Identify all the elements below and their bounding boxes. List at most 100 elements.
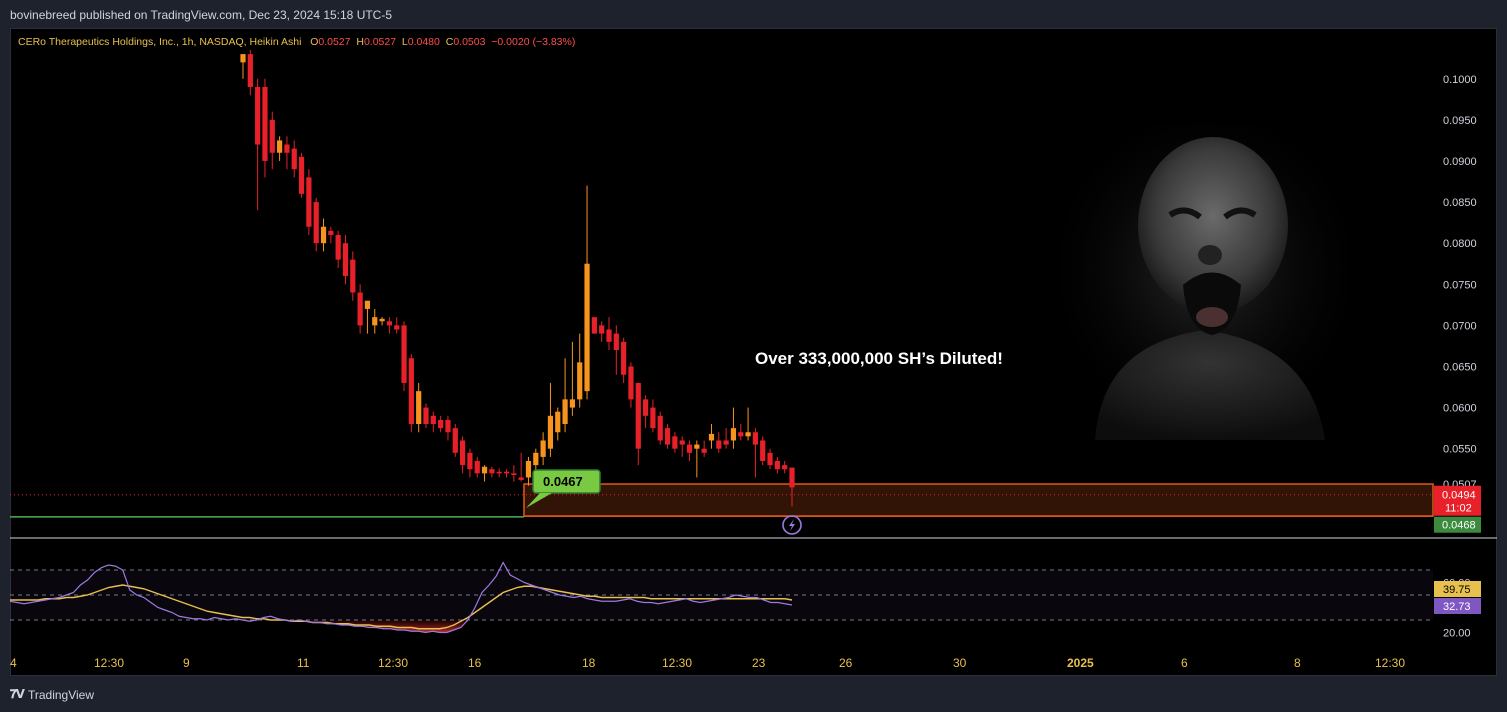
time-axis-tick: 8: [1294, 656, 1301, 670]
candle-body: [789, 467, 795, 488]
candle-body: [364, 300, 371, 309]
legend-low-value: 0.0480: [407, 36, 440, 48]
last-price-badge: [1434, 485, 1481, 516]
candle-body: [511, 473, 517, 475]
candle-body: [708, 433, 715, 441]
candle-body: [262, 86, 268, 161]
price-axis-tick: 0.0850: [1443, 197, 1477, 209]
candle-body: [562, 399, 568, 425]
candle-body: [481, 466, 488, 474]
candle-body: [298, 156, 305, 194]
candle-body: [313, 202, 319, 244]
candle-body: [730, 428, 737, 441]
rsi-axis-tick: 20.00: [1443, 628, 1471, 640]
rsi-ma-line: [10, 584, 793, 630]
candle-body: [342, 243, 349, 277]
time-axis-tick: 16: [468, 656, 482, 670]
legend-symbol: CERo Therapeutics Holdings, Inc., 1h, NA…: [18, 36, 302, 48]
crying-baby-image: [1055, 125, 1355, 445]
candle-body: [525, 461, 532, 478]
support-callout-pointer: [526, 493, 552, 508]
candle-body: [599, 325, 605, 334]
candle-body: [350, 259, 356, 293]
price-axis-tick: 0.0900: [1443, 156, 1477, 168]
candle-body: [664, 428, 671, 445]
candle-body: [547, 415, 554, 449]
candle-body: [240, 54, 246, 63]
candle-body: [423, 407, 429, 425]
candle-body: [686, 444, 693, 453]
candle-body: [445, 419, 451, 433]
candle-body: [496, 471, 502, 474]
rsi-value-badge: [1434, 598, 1481, 614]
candle-body: [716, 440, 722, 449]
price-axis-tick: 0.0750: [1443, 279, 1477, 291]
support-callout: [532, 469, 601, 494]
dilution-annotation: Over 333,000,000 SH’s Diluted!: [755, 349, 1003, 368]
time-axis-tick: 12:30: [94, 656, 124, 670]
candle-body: [540, 440, 546, 457]
publisher-text: bovinebreed published on TradingView.com…: [10, 8, 393, 22]
candle-body: [408, 358, 414, 425]
chart-legend: CERo Therapeutics Holdings, Inc., 1h, NA…: [18, 36, 575, 48]
candle-body: [577, 362, 583, 400]
lightning-icon: [782, 515, 802, 535]
time-axis-tick: 11: [297, 656, 310, 670]
price-axis-tick: 0.0950: [1443, 115, 1477, 127]
candle-body: [394, 325, 400, 330]
candle-body: [701, 448, 707, 453]
candle-body: [430, 415, 436, 425]
candle-body: [401, 325, 407, 383]
time-axis-tick: 12:30: [662, 656, 692, 670]
legend-high-label: H: [356, 36, 364, 48]
candle-body: [533, 452, 539, 466]
candle-body: [613, 333, 619, 351]
time-axis-tick: 12:30: [378, 656, 408, 670]
candle-body: [643, 399, 649, 416]
candle-body: [284, 144, 290, 153]
legend-close-value: 0.0503: [453, 36, 486, 48]
countdown-text: 11:02: [1445, 503, 1472, 515]
candle-body: [657, 415, 663, 441]
support-callout-text: 0.0467: [543, 474, 583, 489]
candle-body: [416, 391, 422, 425]
candle-body: [774, 461, 780, 470]
candle-body: [767, 452, 773, 466]
candle-body: [694, 444, 700, 449]
price-axis-tick: 0.0700: [1443, 320, 1477, 332]
candle-body: [452, 428, 458, 453]
rsi-ma-value: 39.75: [1443, 584, 1471, 596]
time-axis-tick: 12:30: [1375, 656, 1405, 670]
legend-open-value: 0.0527: [318, 36, 351, 48]
support-zone: [523, 483, 1434, 517]
candle-body: [474, 461, 480, 474]
candle-body: [782, 465, 788, 470]
candle-body: [672, 436, 678, 449]
candle-body: [291, 148, 297, 170]
candle-body: [460, 440, 466, 466]
time-axis-tick: 2025: [1067, 656, 1094, 670]
price-axis-tick: 0.1000: [1443, 74, 1477, 86]
time-axis-tick: 6: [1181, 656, 1188, 670]
candle-body: [379, 318, 385, 322]
candle-body: [306, 177, 312, 227]
brand-label: TradingView: [27, 687, 95, 702]
rsi-value: 32.73: [1443, 601, 1471, 613]
candle-body: [357, 292, 363, 326]
candle-body: [438, 419, 444, 429]
candle-body: [555, 411, 561, 433]
tradingview-logo-icon: 𝟕V: [10, 687, 25, 701]
candle-body: [247, 54, 253, 87]
candle-body: [745, 432, 751, 437]
time-axis-tick: 30: [953, 656, 967, 670]
tradingview-brand[interactable]: 𝟕V TradingView: [10, 687, 94, 702]
candle-body: [277, 140, 283, 153]
candle-body: [679, 440, 685, 445]
candle-body: [606, 329, 612, 342]
candle-body: [372, 317, 378, 326]
support-price-text: 0.0468: [1442, 520, 1476, 532]
candle-body: [503, 471, 510, 474]
candle-body: [723, 440, 729, 445]
candle-body: [621, 341, 627, 375]
